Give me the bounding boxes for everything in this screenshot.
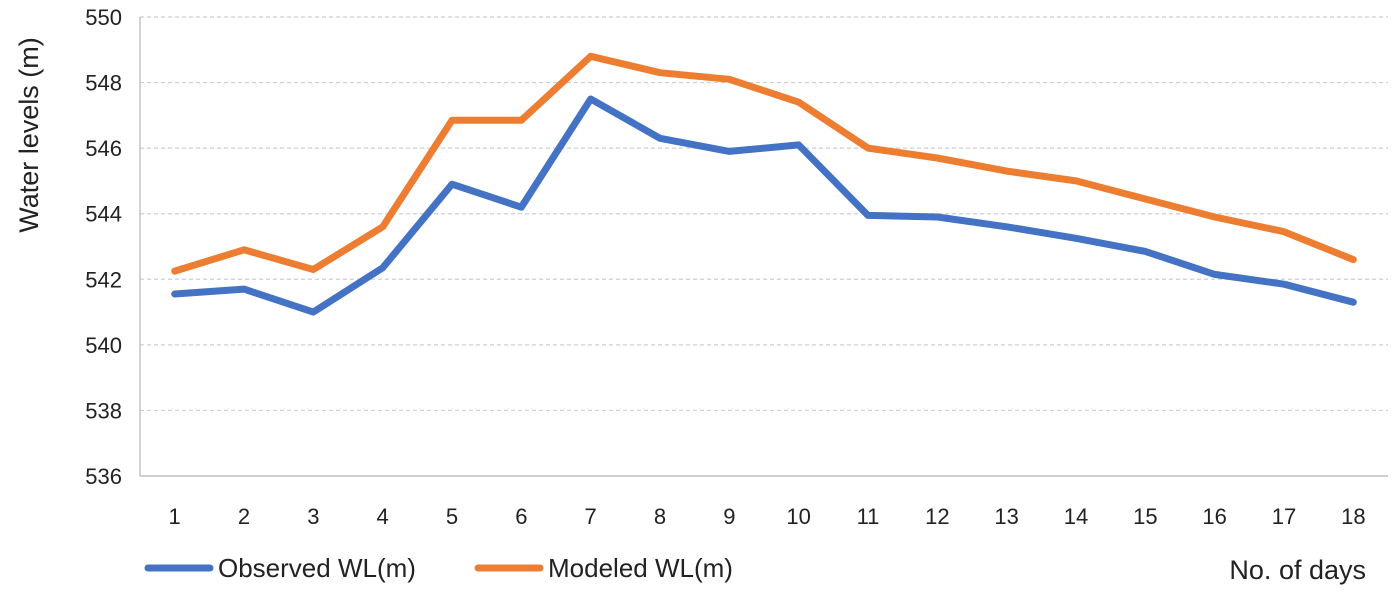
y-axis-title: Water levels (m) (14, 37, 44, 233)
x-tick-label: 16 (1202, 504, 1226, 529)
grid-layer (140, 16, 1388, 412)
series-layer (171, 52, 1357, 316)
y-tick-label: 544 (85, 202, 122, 227)
legend: Observed WL(m) Modeled WL(m) (144, 553, 733, 583)
x-tick-label: 11 (857, 504, 880, 529)
x-tick-label: 8 (654, 504, 666, 529)
x-tick-label: 1 (169, 504, 181, 529)
legend-item-modeled: Modeled WL(m) (474, 553, 733, 583)
series-line-observed (171, 95, 1357, 316)
x-tick-label: 14 (1064, 504, 1088, 529)
y-tick-label: 540 (85, 333, 122, 358)
x-tick-label: 13 (994, 504, 1018, 529)
label-layer: Water levels (m) No. of days 53653854054… (14, 5, 1366, 585)
y-tick-label: 542 (85, 267, 122, 292)
x-tick-label: 18 (1341, 504, 1365, 529)
y-tick-label: 550 (85, 5, 122, 30)
x-tick-label: 3 (307, 504, 319, 529)
legend-label: Modeled WL(m) (548, 553, 733, 583)
legend-label: Observed WL(m) (218, 553, 416, 583)
legend-item-observed: Observed WL(m) (144, 553, 416, 583)
y-tick-label: 536 (85, 464, 122, 489)
x-tick-label: 17 (1272, 504, 1296, 529)
x-tick-label: 10 (786, 504, 810, 529)
y-tick-label: 546 (85, 136, 122, 161)
x-tick-label: 12 (925, 504, 949, 529)
x-tick-label: 9 (723, 504, 735, 529)
x-tick-label: 5 (446, 504, 458, 529)
x-tick-label: 4 (377, 504, 389, 529)
x-tick-label: 2 (238, 504, 250, 529)
x-tick-label: 15 (1133, 504, 1157, 529)
y-tick-label: 538 (85, 398, 122, 423)
series-line-modeled (171, 52, 1357, 275)
x-axis-title: No. of days (1229, 555, 1366, 585)
y-tick-label: 548 (85, 71, 122, 96)
axis-layer (139, 17, 1388, 477)
x-tick-label: 7 (585, 504, 597, 529)
x-tick-label: 6 (515, 504, 527, 529)
